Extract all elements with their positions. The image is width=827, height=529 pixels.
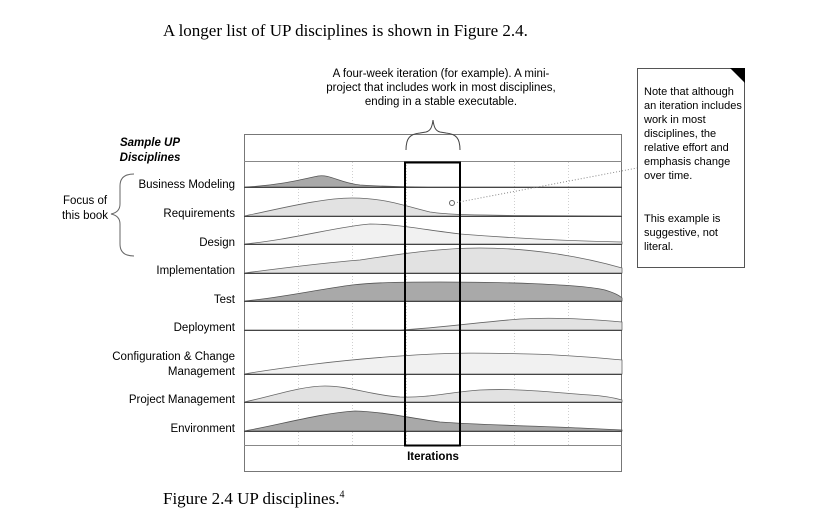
discipline-label-design: Design: [199, 237, 235, 249]
discipline-label-deployment: Deployment: [173, 322, 235, 334]
discipline-label-test: Test: [213, 294, 235, 306]
note-text-suggestive: This example is suggestive, not literal.: [644, 213, 721, 253]
iteration-brace: [405, 119, 461, 151]
discipline-label-implementation: Implementation: [156, 265, 235, 277]
caption-text: Figure 2.4 UP disciplines.: [163, 489, 340, 508]
discipline-label-business-modeling: Business Modeling: [138, 179, 235, 191]
note-text: Note that although an iteration includes…: [644, 86, 742, 182]
iterations-label: Iterations: [407, 451, 459, 463]
effort-curve-test: [243, 281, 623, 302]
caption-footnote: 4: [339, 489, 345, 501]
discipline-label-requirements: Requirements: [163, 208, 235, 220]
discipline-label-configuration: Configuration & Change Management: [112, 351, 235, 378]
effort-curve-design: [243, 223, 623, 245]
effort-curve-project-management: [243, 385, 623, 403]
note-corner-icon: [730, 68, 745, 83]
iteration-note: A four-week iteration (for example). A m…: [326, 68, 556, 108]
effort-curve-deployment: [244, 317, 623, 331]
focus-label: Focus of this book: [61, 195, 109, 222]
effort-curve-business-modeling: [243, 175, 622, 188]
sample-disciplines-title: Sample UP Disciplines: [119, 137, 181, 164]
discipline-label-environment: Environment: [170, 423, 235, 435]
effort-curve-implementation: [243, 247, 623, 274]
effort-curve-environment: [243, 410, 623, 432]
iteration-highlight-box: [404, 161, 461, 447]
figure-caption: Figure 2.4 UP disciplines.4: [163, 489, 344, 509]
discipline-label-project-management: Project Management: [128, 394, 235, 406]
intro-text: A longer list of UP disciplines is shown…: [163, 21, 528, 40]
effort-curve-requirements: [243, 197, 623, 217]
note-pointer-anchor: [449, 200, 455, 206]
side-note: Note that although an iteration includes…: [637, 68, 745, 268]
focus-brace: [110, 173, 135, 257]
effort-curve-configuration: [243, 352, 623, 375]
note-pointer: [453, 167, 638, 204]
diagram-frame: [244, 134, 622, 472]
